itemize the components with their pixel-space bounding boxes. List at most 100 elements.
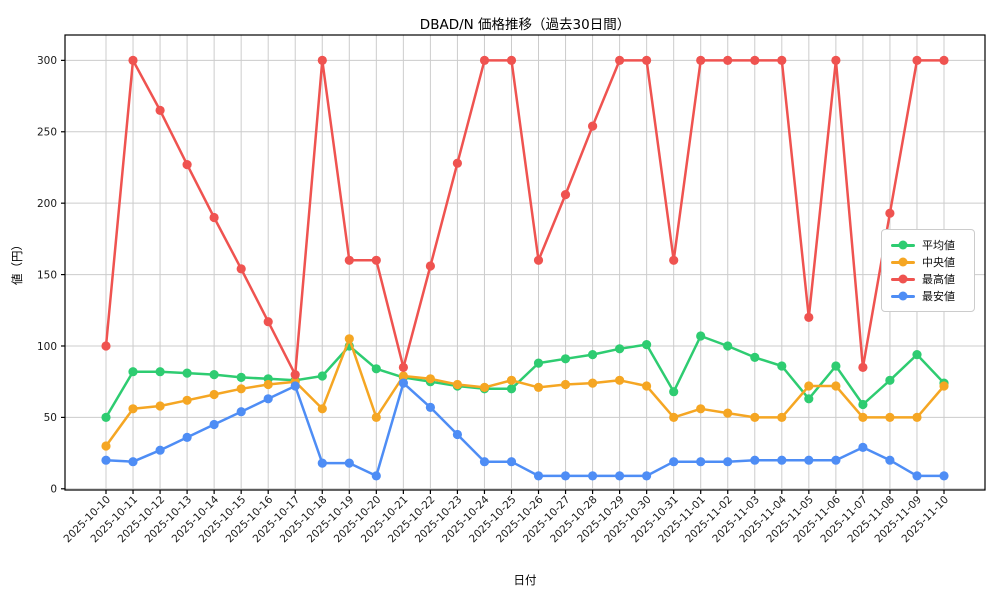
data-point [506, 384, 517, 394]
data-point [560, 354, 571, 364]
data-point [696, 331, 706, 341]
data-point [858, 362, 868, 372]
series-line-2 [104, 59, 946, 376]
data-point [560, 379, 571, 390]
data-point [831, 55, 841, 65]
data-point [182, 368, 192, 378]
data-point [615, 471, 625, 481]
data-point [939, 471, 949, 481]
data-point [533, 471, 544, 481]
data-point [290, 381, 300, 391]
data-point [236, 372, 246, 382]
data-point [885, 375, 895, 385]
data-point [236, 407, 246, 417]
y-tick-label: 0 [50, 484, 57, 496]
data-point [777, 361, 787, 371]
data-point [912, 350, 922, 360]
data-point [101, 412, 111, 422]
data-point [398, 378, 408, 388]
data-point [533, 255, 544, 265]
y-tick-label: 250 [37, 127, 57, 139]
data-point [479, 382, 490, 392]
data-point [263, 379, 273, 390]
data-point [696, 457, 706, 467]
data-point [371, 364, 381, 374]
data-point [371, 255, 381, 265]
data-point [209, 212, 219, 223]
data-point [533, 358, 544, 368]
data-point [858, 412, 868, 422]
data-point [317, 371, 327, 381]
y-tick-label: 300 [37, 55, 57, 67]
data-point [723, 457, 733, 467]
data-point [425, 402, 435, 412]
data-point [128, 404, 138, 414]
data-point [479, 55, 490, 65]
data-point [804, 455, 814, 465]
data-point [885, 208, 895, 218]
data-point [182, 395, 192, 405]
data-point [560, 190, 571, 200]
data-point [912, 55, 922, 65]
data-point [317, 55, 327, 65]
data-point [128, 367, 138, 377]
chart-title: DBAD/N 価格推移（過去30日間） [419, 17, 631, 33]
legend-item-min: 最安値 [891, 288, 965, 304]
data-point [669, 457, 679, 467]
data-point [831, 361, 841, 371]
legend-label-average: 平均値 [922, 239, 955, 252]
data-point [344, 458, 354, 468]
legend-label-min: 最安値 [922, 290, 955, 303]
data-point [831, 455, 841, 465]
data-point [155, 367, 165, 377]
data-point [425, 374, 435, 384]
data-point [885, 412, 895, 422]
y-tick-label: 200 [37, 198, 57, 210]
series-line-0 [104, 334, 946, 419]
data-point [804, 394, 814, 404]
data-point [209, 370, 219, 380]
data-point [939, 381, 949, 391]
data-point [344, 334, 354, 344]
data-point [669, 412, 679, 422]
series-line-1 [104, 337, 946, 448]
data-point [236, 264, 246, 274]
legend-item-median: 中央値 [891, 254, 965, 270]
data-point [128, 457, 138, 467]
y-tick-label: 150 [37, 269, 57, 281]
legend-dot-max-icon [898, 274, 908, 284]
legend-label-max: 最高値 [922, 273, 955, 286]
data-point [777, 455, 787, 465]
data-point [317, 458, 327, 468]
data-point [128, 55, 138, 65]
data-point [885, 455, 895, 465]
legend-line-average-icon [891, 240, 915, 250]
data-point [452, 379, 462, 390]
legend-item-average: 平均値 [891, 237, 965, 253]
data-point [804, 312, 814, 322]
data-point [669, 255, 679, 265]
data-point [696, 55, 706, 65]
legend-item-max: 最高値 [891, 271, 965, 287]
data-point [642, 55, 652, 65]
data-point [506, 457, 517, 467]
data-point [290, 370, 300, 380]
data-point [615, 55, 625, 65]
data-point [344, 255, 354, 265]
legend-label-median: 中央値 [922, 256, 955, 269]
data-point [588, 121, 598, 131]
data-point [669, 387, 679, 397]
data-point [588, 350, 598, 360]
data-point [858, 399, 868, 410]
data-point [506, 375, 517, 385]
legend-dot-min-icon [898, 291, 908, 301]
data-point [425, 261, 435, 271]
data-point [236, 384, 246, 394]
data-point [696, 404, 706, 414]
data-point [479, 457, 490, 467]
data-point [723, 55, 733, 65]
data-point [155, 445, 165, 455]
data-point [371, 471, 381, 481]
chart-legend: 平均値 中央値 最高値 最安値 [881, 229, 975, 312]
